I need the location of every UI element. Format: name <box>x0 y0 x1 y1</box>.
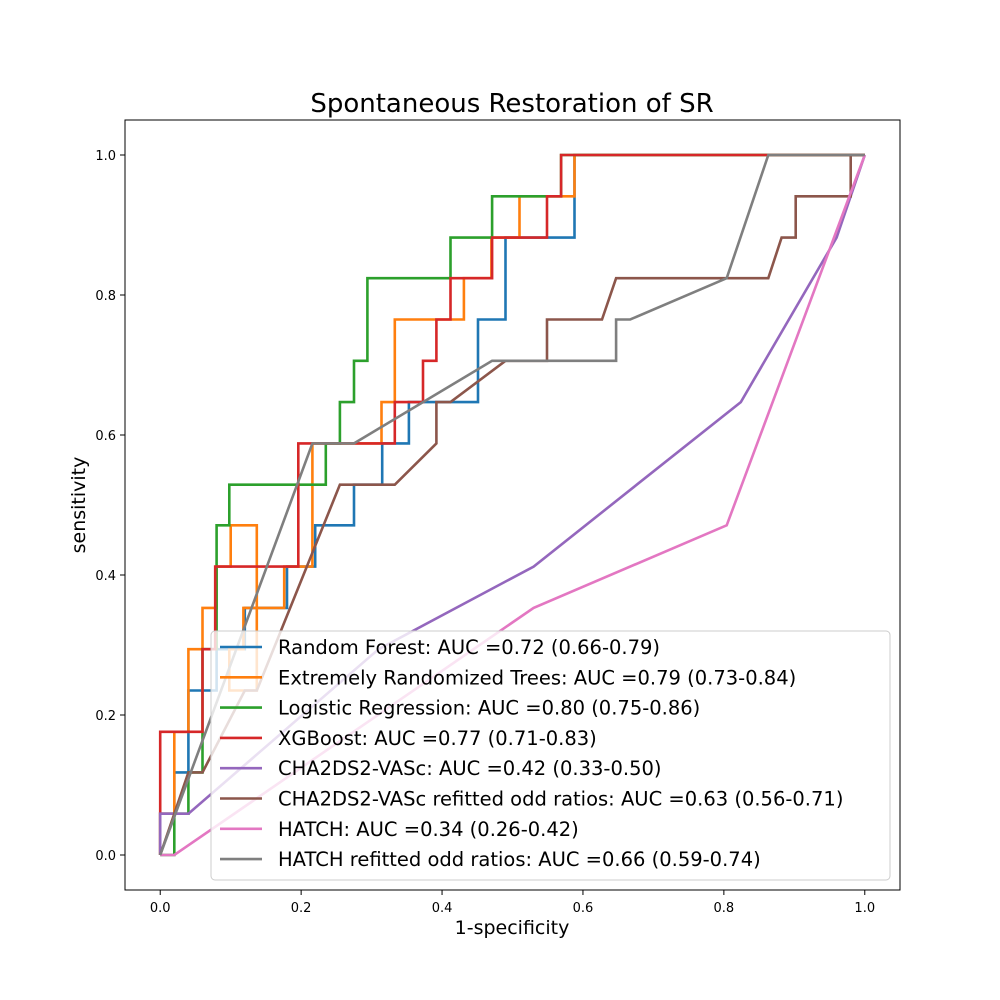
chart-title: Spontaneous Restoration of SR <box>310 89 713 119</box>
legend-label-2: Extremely Randomized Trees: AUC =0.79 (0… <box>278 666 796 689</box>
y-tick-label: 0.0 <box>95 849 116 864</box>
legend-box <box>210 630 891 881</box>
series-line-7 <box>160 154 867 857</box>
y-tick-label: 0.2 <box>95 709 116 724</box>
axis-ticks: 0.0 0.2 0.4 0.6 0.8 1.0 0.0 0.2 0.4 0.6 0.8 1.0 <box>95 149 875 916</box>
legend-label-1: Random Forest: AUC =0.72 (0.66-0.79) <box>278 636 660 659</box>
series-line-8 <box>158 153 865 856</box>
y-tick-label: 0.4 <box>95 569 116 584</box>
x-tick-label: 0.0 <box>150 901 171 916</box>
x-tick-label: 0.8 <box>714 901 735 916</box>
x-tick-label: 0.6 <box>573 901 594 916</box>
legend-label-7: HATCH: AUC =0.34 (0.26-0.42) <box>278 818 579 841</box>
x-tick-label: 0.4 <box>432 901 453 916</box>
legend-label-6: CHA2DS2-VASc refitted odd ratios: AUC =0… <box>278 788 843 811</box>
legend-label-3: Logistic Regression: AUC =0.80 (0.75-0.8… <box>278 697 700 720</box>
y-tick-label: 1.0 <box>95 149 116 164</box>
legend-label-8: HATCH refitted odd ratios: AUC =0.66 (0.… <box>278 848 761 871</box>
y-tick-label: 0.6 <box>95 429 116 444</box>
legend-label-5: CHA2DS2-VASc: AUC =0.42 (0.33-0.50) <box>278 757 662 780</box>
legend-label-4: XGBoost: AUC =0.77 (0.71-0.83) <box>278 727 597 750</box>
y-tick-label: 0.8 <box>95 289 116 304</box>
x-axis-label: 1-specificity <box>455 917 570 939</box>
y-axis-label: sensitivity <box>68 457 90 554</box>
x-tick-label: 1.0 <box>854 901 875 916</box>
x-tick-label: 0.2 <box>291 901 312 916</box>
plot-frame <box>124 119 901 891</box>
series-line-5 <box>158 154 867 855</box>
legend: Random Forest: AUC =0.72 (0.66-0.79) Extr… <box>210 630 891 881</box>
